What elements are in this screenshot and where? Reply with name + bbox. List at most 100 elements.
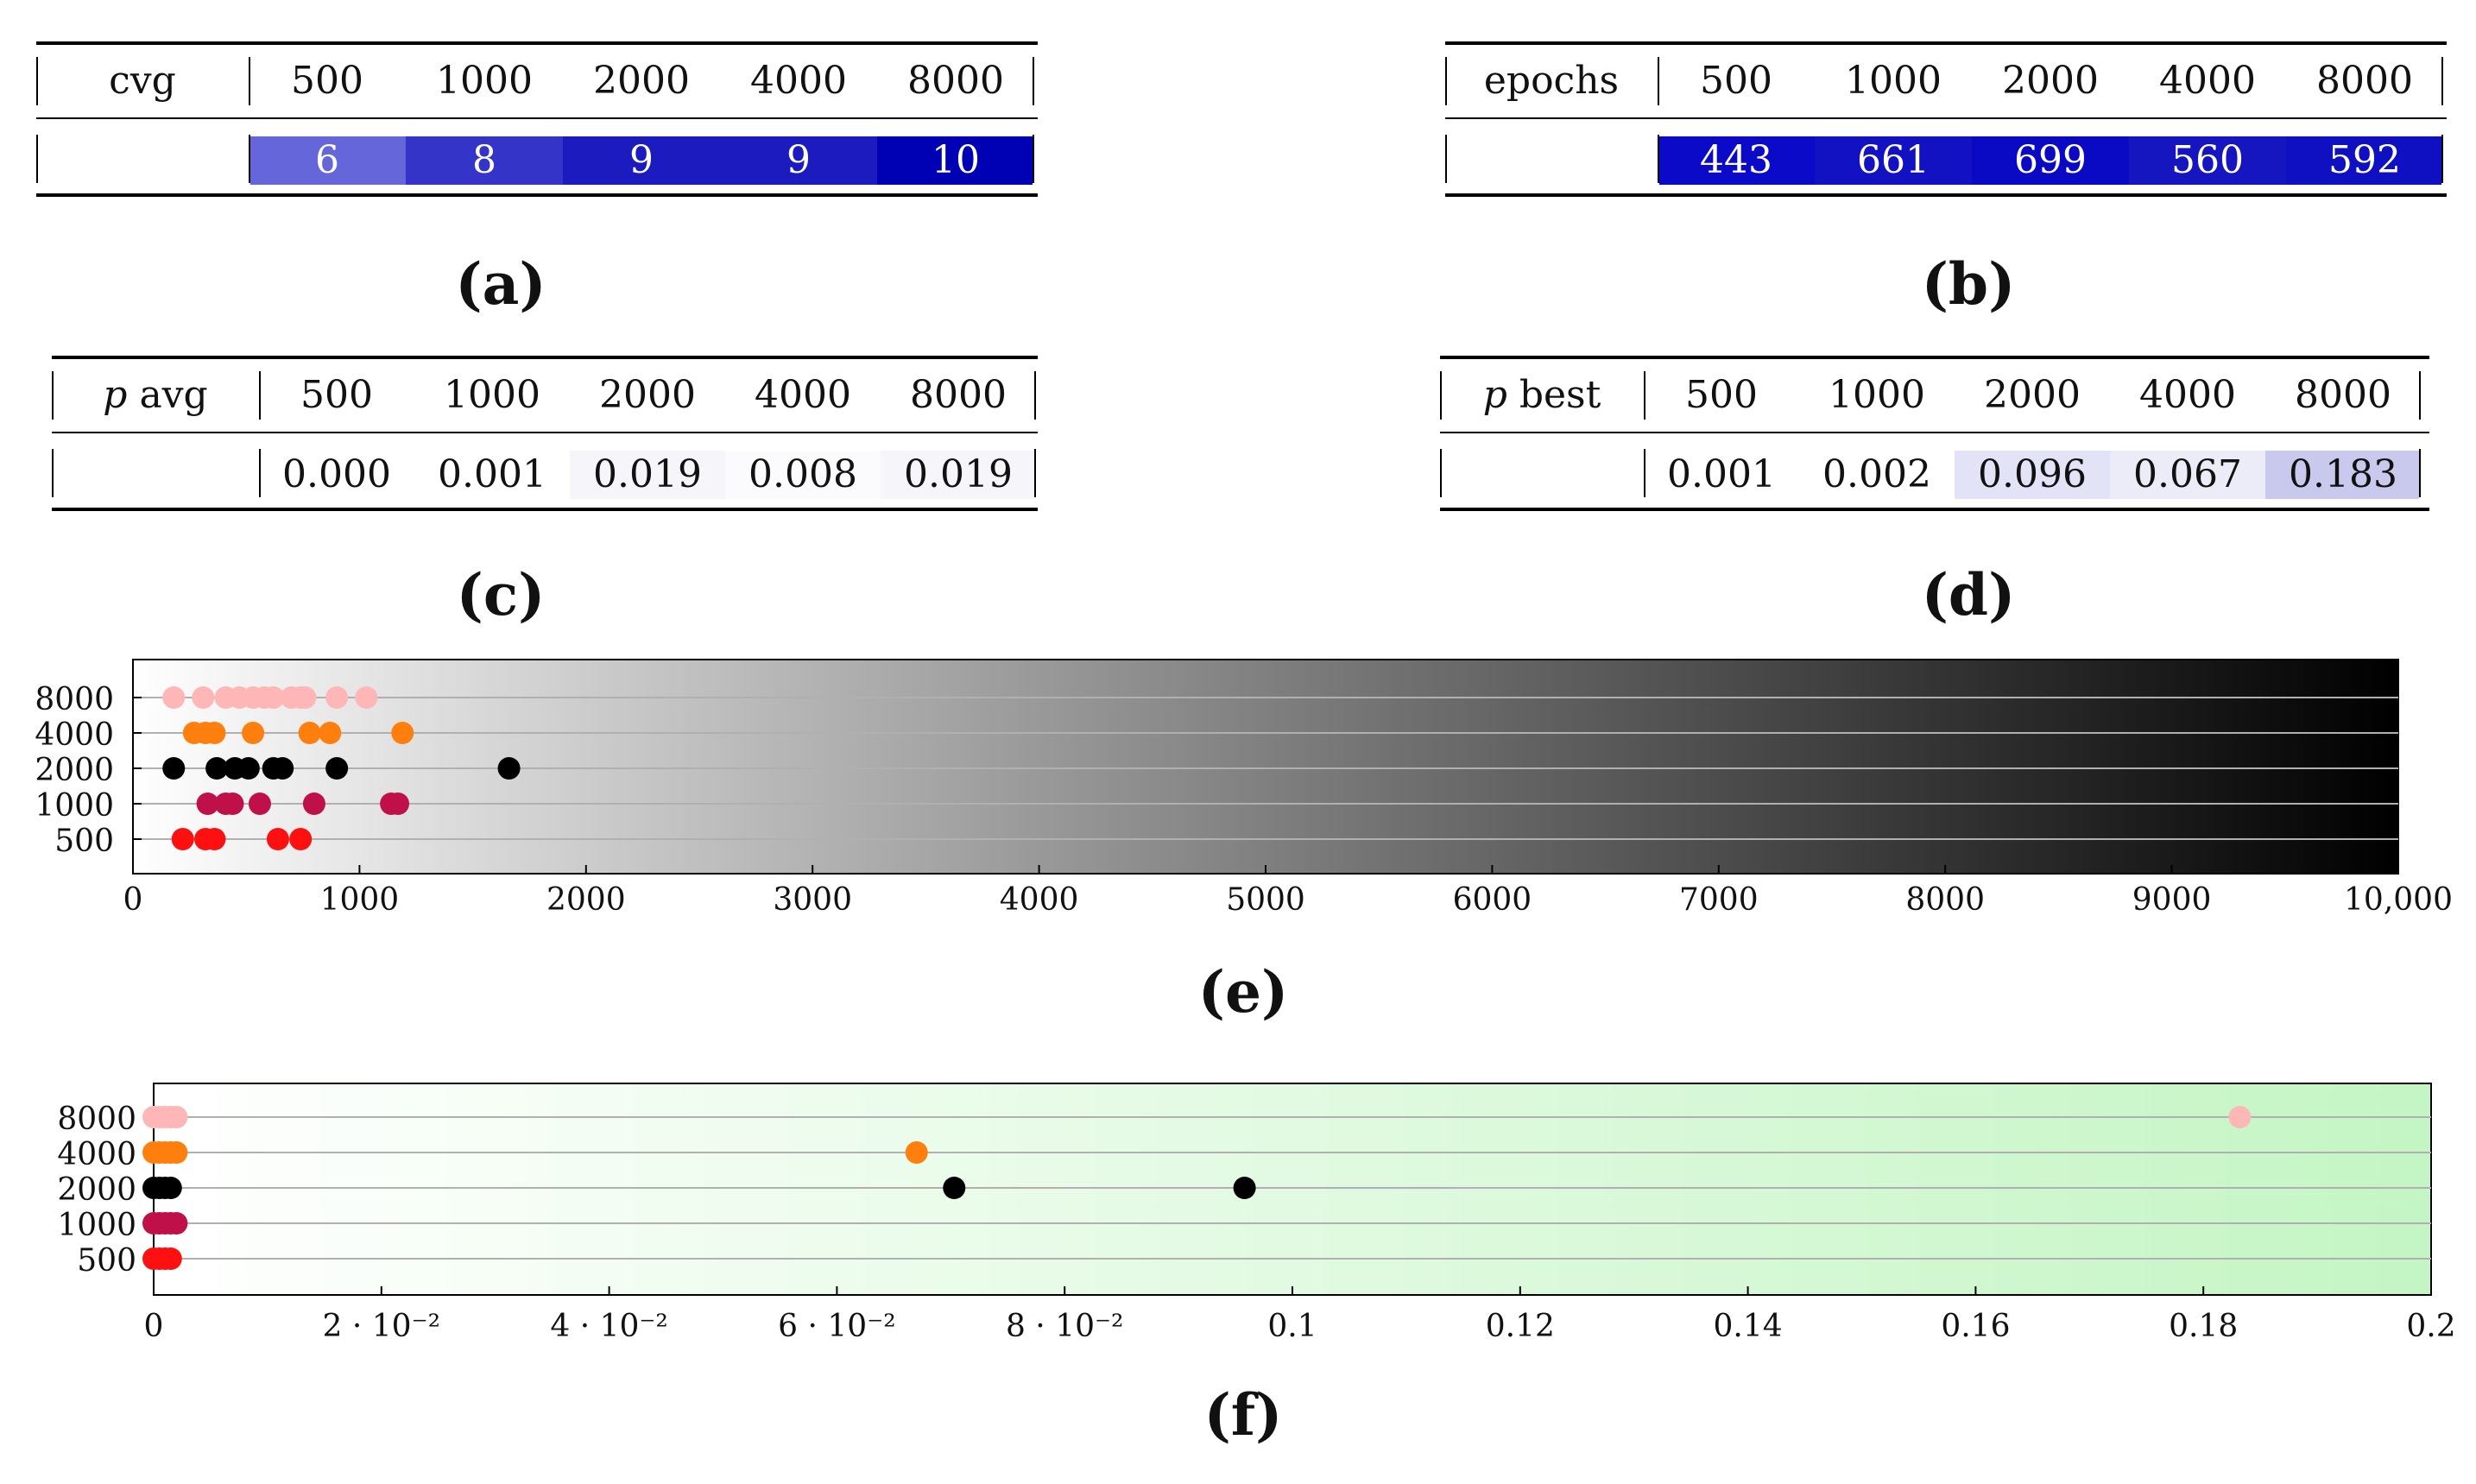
table-value-cell: 0.001	[1667, 452, 1776, 496]
table-column-header: 4000	[2139, 373, 2236, 417]
caption-d: (d)	[1921, 561, 2016, 628]
table-header-label-text: best	[1506, 373, 1601, 417]
x-tick-label: 5000	[1226, 882, 1305, 918]
table-header-label-text: epochs	[1483, 59, 1620, 103]
data-point-e-500	[289, 828, 313, 850]
data-point-f-4000	[159, 1141, 182, 1164]
table-divider	[1658, 57, 1659, 105]
y-tick-label: 1000	[35, 788, 114, 824]
data-point-f-4000	[142, 1141, 165, 1164]
data-point-f-4000	[154, 1141, 177, 1164]
x-tick-label: 6 · 10⁻²	[778, 1309, 895, 1344]
data-point-e-4000	[298, 722, 321, 744]
table-header-label-text: cvg	[109, 59, 176, 103]
table-value-cell: 0.019	[904, 452, 1013, 496]
table-column-header: 8000	[2295, 373, 2391, 417]
data-point-e-2000	[205, 757, 229, 780]
data-point-f-8000	[154, 1106, 177, 1128]
data-point-e-8000	[280, 686, 303, 709]
table-cell-background	[2265, 451, 2419, 499]
data-point-f-2000	[154, 1177, 177, 1199]
table-cell-background	[1815, 136, 1972, 185]
table-column-header: 8000	[907, 59, 1004, 103]
table-value-cell: 0.000	[282, 452, 391, 496]
table-divider	[249, 57, 250, 105]
x-tick-label: 10,000	[2344, 882, 2453, 918]
data-point-e-8000	[228, 686, 251, 709]
y-tick-label: 8000	[35, 682, 114, 717]
table-cell-background	[1799, 451, 1955, 499]
table-cell-background	[1972, 136, 2129, 185]
x-tick-label: 8000	[1905, 882, 1985, 918]
table-value-cell: 592	[2328, 138, 2401, 182]
data-point-e-8000	[192, 686, 215, 709]
data-point-e-500	[171, 828, 194, 850]
x-tick-label: 4 · 10⁻²	[550, 1309, 667, 1344]
table-value-cell: 0.001	[438, 452, 546, 496]
table-divider	[1658, 135, 1659, 183]
table-value-cell: 699	[2014, 138, 2087, 182]
table-cell-background	[2110, 451, 2265, 499]
data-point-f-1000	[165, 1212, 188, 1235]
table-column-header: 1000	[1829, 373, 1925, 417]
table-value-cell: 560	[2171, 138, 2244, 182]
data-point-f-500	[148, 1247, 171, 1270]
x-tick-label: 0.18	[2169, 1309, 2238, 1344]
y-tick-label: 8000	[57, 1102, 136, 1137]
table-divider	[1033, 135, 1034, 183]
table-divider	[36, 57, 38, 105]
table-divider	[1440, 449, 1442, 497]
x-tick-label: 0.12	[1486, 1309, 1555, 1344]
table-cell-background	[1645, 451, 1799, 499]
data-point-e-1000	[387, 793, 410, 815]
table-value-cell: 0.019	[593, 452, 702, 496]
table-column-header: 1000	[436, 59, 533, 103]
table-value-cell: 6	[315, 138, 339, 182]
table-cell-background	[563, 136, 720, 185]
data-point-f-8000	[165, 1106, 188, 1128]
data-point-e-4000	[193, 722, 217, 744]
table-column-header: 2000	[593, 59, 690, 103]
data-point-e-8000	[294, 686, 317, 709]
table-d: p best 500 0.001 1000 0.002 2000 0.096 4000 0.06…	[1440, 356, 2429, 511]
table-cell-background	[406, 136, 563, 185]
table-value-cell: 9	[786, 138, 811, 182]
table-column-header: 8000	[2316, 59, 2413, 103]
data-point-f-4000	[165, 1141, 188, 1164]
x-tick-label: 2000	[546, 882, 626, 918]
data-point-f-8000	[142, 1106, 165, 1128]
x-tick-label: 0	[123, 882, 143, 918]
table-divider	[52, 371, 54, 420]
table-divider	[1033, 57, 1034, 105]
data-point-e-2000	[325, 757, 349, 780]
table-value-cell: 0.008	[748, 452, 857, 496]
table-cell-background	[1955, 451, 2110, 499]
data-point-f-2000	[159, 1177, 182, 1199]
data-point-e-8000	[355, 686, 378, 709]
table-divider	[1034, 449, 1036, 497]
x-tick-label: 1000	[320, 882, 400, 918]
data-point-e-1000	[302, 793, 325, 815]
table-column-header: 1000	[1845, 59, 1942, 103]
data-point-f-2000	[943, 1177, 966, 1199]
data-point-f-4000	[905, 1141, 928, 1164]
x-tick-label: 0.14	[1714, 1309, 1783, 1344]
data-point-e-2000	[162, 757, 186, 780]
table-value-cell: 0.096	[1978, 452, 2087, 496]
table-b: epochs 500 443 1000 661 2000 699 4000 560 8000 592	[1445, 41, 2447, 197]
data-point-e-1000	[248, 793, 271, 815]
table-divider	[2441, 57, 2443, 105]
table-c: p avg 500 0.000 1000 0.001 2000 0.019 4000 0.008…	[52, 356, 1038, 511]
plot-area-f	[153, 1083, 2432, 1296]
data-point-f-2000	[148, 1177, 171, 1199]
y-tick-label: 500	[54, 824, 114, 859]
table-divider	[259, 449, 261, 497]
table-column-header: 500	[1700, 59, 1772, 103]
caption-a: (a)	[455, 250, 546, 318]
x-tick-label: 0.1	[1267, 1309, 1317, 1344]
data-point-f-1000	[142, 1212, 165, 1235]
table-header-label: p best	[1440, 376, 1644, 414]
data-point-e-500	[266, 828, 289, 850]
data-point-e-500	[203, 828, 226, 850]
